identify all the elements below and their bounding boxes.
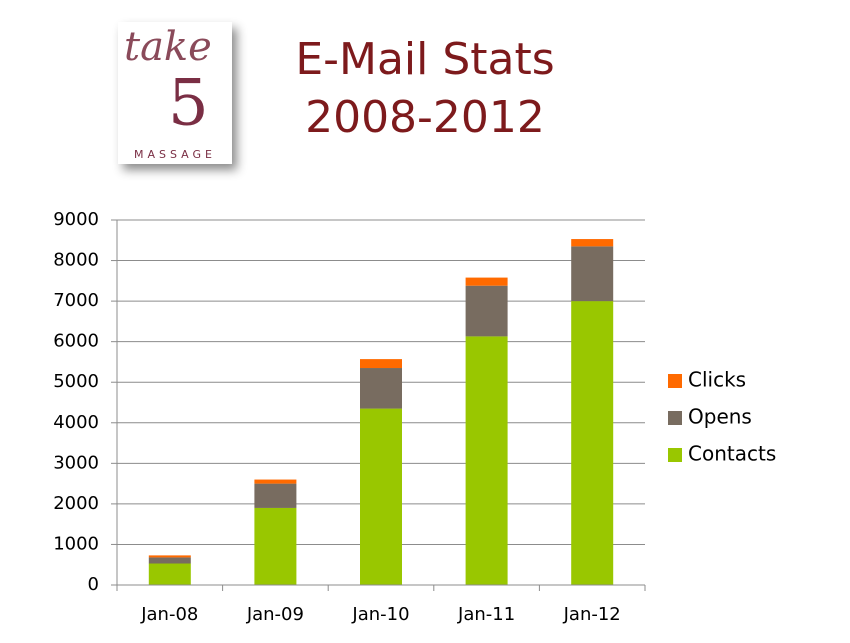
x-tick-label: Jan-08 [140, 604, 198, 625]
x-tick-label: Jan-10 [351, 604, 409, 625]
bar-segment [465, 336, 508, 585]
bar-segment [360, 368, 402, 409]
plot: 0 1000 2000 3000 4000 5000 6000 7000 8000 9000 Jan… [53, 209, 776, 625]
chart-title: E-Mail Stats [295, 34, 554, 85]
logo-tagline: MASSAGE [134, 148, 216, 161]
y-tick-label: 6000 [53, 331, 99, 352]
logo-word: take [124, 24, 212, 70]
bar-segment [571, 246, 614, 302]
bar-segment [148, 555, 191, 558]
bar-segment [148, 557, 191, 564]
x-tick-label: Jan-12 [563, 604, 621, 625]
logo-card [118, 22, 232, 164]
bar-segment [254, 479, 297, 484]
legend-label: Contacts [688, 442, 776, 466]
legend-label: Opens [688, 405, 752, 429]
legend-label: Clicks [688, 368, 746, 392]
y-tick-label: 4000 [53, 412, 99, 433]
x-tick-label: Jan-11 [457, 604, 515, 625]
legend-swatch [668, 448, 682, 462]
bar-segment [254, 507, 297, 585]
chart-subtitle: 2008-2012 [305, 92, 545, 143]
bar-segment [465, 277, 508, 286]
bar-segment [360, 359, 402, 369]
bar-segment [148, 563, 191, 585]
y-tick-label: 7000 [53, 290, 99, 311]
x-tick-label: Jan-09 [246, 604, 304, 625]
y-tick-label: 5000 [53, 371, 99, 392]
bar-segment [254, 483, 297, 508]
legend-swatch [668, 411, 682, 425]
y-tick-label: 2000 [53, 493, 99, 514]
y-tick-label: 3000 [53, 452, 99, 473]
y-tick-label: 9000 [53, 209, 99, 230]
bar-segment [571, 239, 614, 247]
bar-segment [360, 408, 402, 585]
logo-digit: 5 [168, 67, 209, 141]
y-tick-label: 1000 [53, 533, 99, 554]
y-tick-label: 0 [88, 574, 99, 595]
bar-segment [571, 301, 614, 585]
bar-segment [465, 285, 508, 337]
logo: take 5 MASSAGE [118, 22, 232, 164]
y-tick-label: 8000 [53, 250, 99, 271]
legend-swatch [668, 374, 682, 388]
